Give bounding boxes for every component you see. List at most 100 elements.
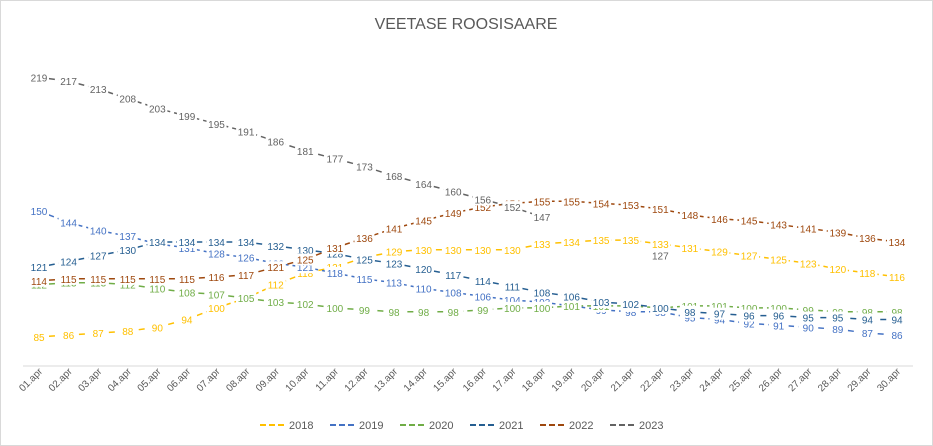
data-label: 217 xyxy=(60,77,77,88)
data-label-bg xyxy=(206,117,227,130)
data-label: 118 xyxy=(297,269,313,280)
data-label: 100 xyxy=(770,304,787,315)
data-label: 203 xyxy=(149,104,166,115)
data-label-bg xyxy=(857,267,878,279)
data-label-bg xyxy=(265,278,286,291)
data-label-bg xyxy=(29,274,49,287)
data-label: 118 xyxy=(327,269,343,280)
data-label: 154 xyxy=(593,199,610,210)
data-label-bg xyxy=(679,241,700,254)
data-label: 98 xyxy=(684,308,696,319)
data-label-bg xyxy=(58,216,79,229)
x-tick-label: 09.apr xyxy=(254,366,282,394)
data-label: 143 xyxy=(770,221,787,232)
data-label: 153 xyxy=(622,201,639,212)
data-label: 90 xyxy=(152,323,164,334)
data-label: 151 xyxy=(652,205,669,216)
legend-label: 2018 xyxy=(289,420,313,432)
data-label-bg xyxy=(561,195,582,208)
data-label: 97 xyxy=(714,310,726,321)
legend-item-2020: 2020 xyxy=(400,420,453,432)
data-label-bg xyxy=(295,298,316,310)
data-label: 108 xyxy=(534,288,551,299)
data-label: 100 xyxy=(534,304,551,315)
x-tick-label: 27.apr xyxy=(787,366,815,394)
data-label-bg xyxy=(354,303,375,316)
data-label: 130 xyxy=(504,246,521,257)
x-tick-label: 06.apr xyxy=(165,366,193,394)
x-tick-label: 18.apr xyxy=(520,366,548,394)
data-label-bg xyxy=(887,236,907,248)
data-label: 102 xyxy=(297,300,314,311)
data-label-bg xyxy=(265,261,286,274)
x-tick-label: 28.apr xyxy=(816,366,844,394)
data-label: 125 xyxy=(297,255,314,266)
data-label: 95 xyxy=(803,314,815,325)
data-label-bg xyxy=(443,268,464,281)
data-label-bg xyxy=(88,249,109,262)
data-label-bg xyxy=(827,263,848,276)
data-label: 186 xyxy=(267,137,284,148)
data-label-bg xyxy=(176,110,197,123)
data-label-bg xyxy=(413,305,434,318)
data-label: 117 xyxy=(445,271,461,282)
legend-label: 2021 xyxy=(499,420,523,432)
data-label-bg xyxy=(117,325,138,338)
data-label: 107 xyxy=(208,290,225,301)
data-label: 199 xyxy=(179,112,196,123)
data-label: 127 xyxy=(652,252,669,263)
data-label-bg xyxy=(472,193,493,206)
data-label-bg xyxy=(117,92,138,105)
data-label-bg xyxy=(324,152,345,165)
x-tick-label: 29.apr xyxy=(846,366,874,394)
data-label-bg xyxy=(857,327,878,340)
data-label: 127 xyxy=(741,252,758,263)
data-label-bg xyxy=(413,177,434,190)
data-label-bg xyxy=(827,311,848,324)
data-label-bg xyxy=(531,237,552,250)
data-label: 96 xyxy=(773,312,785,323)
data-label: 129 xyxy=(711,248,728,259)
data-label: 173 xyxy=(356,162,373,173)
data-label: 120 xyxy=(415,265,432,276)
data-label-bg xyxy=(176,313,197,326)
data-label-bg xyxy=(502,280,523,293)
data-label: 121 xyxy=(297,263,314,274)
data-label: 96 xyxy=(744,312,756,323)
data-label: 125 xyxy=(770,255,787,266)
data-label-bg xyxy=(413,214,434,227)
data-label-bg xyxy=(443,243,464,256)
data-label: 152 xyxy=(504,203,521,214)
x-tick-label: 15.apr xyxy=(431,366,459,394)
data-label-bg xyxy=(354,232,375,245)
data-label: 114 xyxy=(475,277,491,288)
data-label: 117 xyxy=(238,271,254,282)
legend: 2018 2019 2020 2021 2022 2023 xyxy=(260,420,663,432)
data-label: 98 xyxy=(388,308,400,319)
x-tick-label: 07.apr xyxy=(195,366,223,394)
x-tick-label: 13.apr xyxy=(372,366,400,394)
data-label: 148 xyxy=(682,211,699,222)
data-label: 115 xyxy=(90,275,106,286)
legend-label: 2020 xyxy=(429,420,453,432)
data-label-bg xyxy=(147,272,168,285)
data-label: 130 xyxy=(445,246,462,257)
data-label-bg xyxy=(384,245,405,258)
data-label: 131 xyxy=(682,244,699,255)
data-label: 88 xyxy=(122,327,134,338)
data-label: 105 xyxy=(238,294,255,305)
x-tick-label: 11.apr xyxy=(314,366,342,394)
data-label-bg xyxy=(384,257,405,270)
data-label: 120 xyxy=(829,265,846,276)
data-label-bg xyxy=(88,327,109,340)
data-label-bg xyxy=(206,288,227,301)
data-label-bg xyxy=(472,274,493,287)
data-label: 141 xyxy=(386,224,403,235)
legend-item-2018: 2018 xyxy=(260,420,313,432)
data-label-bg xyxy=(58,272,79,285)
x-tick-label: 22.apr xyxy=(639,366,667,394)
data-label: 136 xyxy=(356,234,373,245)
data-label-bg xyxy=(117,272,138,285)
x-tick-label: 12.apr xyxy=(343,366,371,394)
legend-item-2023: 2023 xyxy=(610,420,663,432)
